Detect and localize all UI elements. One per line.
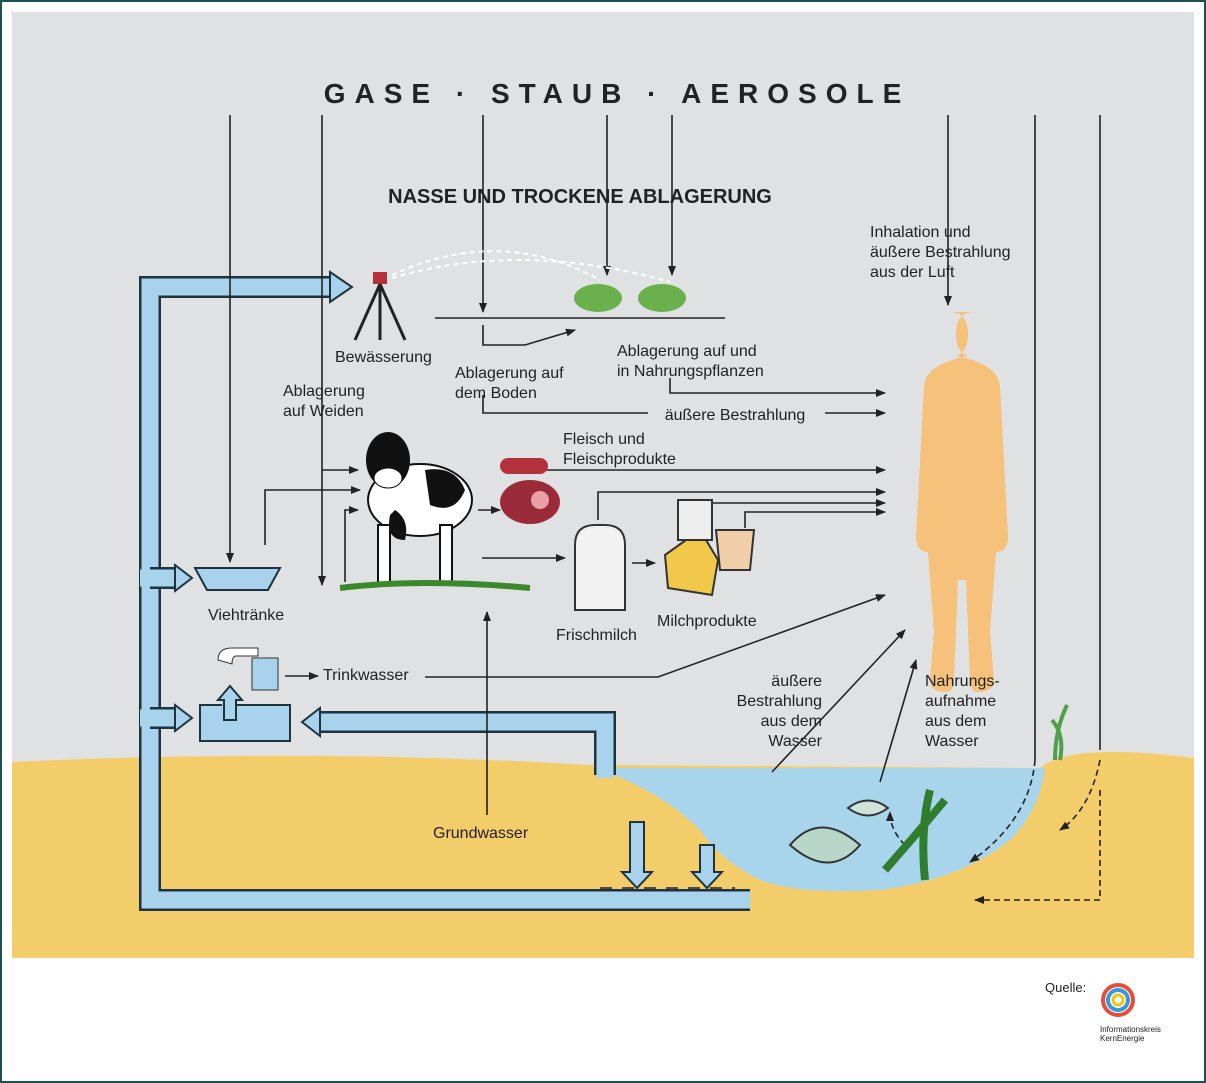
label-line: Wasser	[768, 733, 822, 750]
label-line: Bestrahlung	[737, 693, 822, 710]
label: Frischmilch	[556, 627, 637, 644]
title: GASE · STAUB · AEROSOLE	[324, 78, 911, 109]
label-line: in Nahrungspflanzen	[617, 363, 764, 380]
label: Ablagerung auf dem Boden	[455, 365, 564, 402]
label-line: äußere Bestrahlung	[870, 244, 1011, 261]
label-line: Trinkwasser	[323, 667, 409, 684]
label-line: Fleischprodukte	[563, 451, 676, 468]
label: Ablagerung auf und in Nahrungspflanzen	[617, 343, 764, 380]
label: Fleisch und Fleischprodukte	[563, 431, 676, 468]
label-line: äußere	[771, 673, 822, 690]
label-line: Viehtränke	[208, 607, 284, 624]
label-line: Bewässerung	[335, 349, 432, 366]
label: Inhalation und äußere Bestrahlung aus der …	[870, 224, 1011, 281]
label-line: Informationskreis	[1100, 1025, 1161, 1034]
label: Trinkwasser	[323, 667, 409, 684]
label-line: äußere Bestrahlung	[665, 407, 806, 424]
label-line: Ablagerung auf und	[617, 343, 757, 360]
label-line: aus dem	[761, 713, 822, 730]
label-line: Milchprodukte	[657, 613, 757, 630]
label-line: Wasser	[925, 733, 979, 750]
label-line: KernEnergie	[1100, 1034, 1145, 1043]
label: äußere Bestrahlung aus dem Wasser	[737, 673, 823, 750]
label-line: Ablagerung	[283, 383, 365, 400]
label-line: auf Weiden	[283, 403, 364, 420]
human	[916, 312, 1008, 692]
pipes	[139, 270, 750, 911]
label-line: dem Boden	[455, 385, 537, 402]
label-line: Ablagerung auf	[455, 365, 564, 382]
label: äußere Bestrahlung	[665, 407, 806, 424]
label: Milchprodukte	[657, 613, 757, 630]
label: Grundwasser	[433, 825, 529, 842]
label-line: aufnahme	[925, 693, 996, 710]
label: Nahrungs-aufnahme aus dem Wasser	[925, 673, 1000, 750]
label-line: Inhalation und	[870, 224, 971, 241]
label: Informationskreis KernEnergie	[1100, 1025, 1161, 1043]
label-line: Nahrungs-	[925, 673, 1000, 690]
label-line: aus der Luft	[870, 264, 955, 281]
label-line: Frischmilch	[556, 627, 637, 644]
source-label: Quelle:	[1045, 980, 1086, 995]
label-line: aus dem	[925, 713, 986, 730]
label: Ablagerung auf Weiden	[283, 383, 365, 420]
label-line: Grundwasser	[433, 825, 529, 842]
label: Viehtränke	[208, 607, 284, 624]
deposition-arrows	[226, 115, 1101, 904]
subtitle: NASSE UND TROCKENE ABLAGERUNG	[388, 186, 772, 208]
label: Bewässerung	[335, 349, 432, 366]
label-line: Fleisch und	[563, 431, 645, 448]
illustrations	[193, 250, 1135, 1017]
